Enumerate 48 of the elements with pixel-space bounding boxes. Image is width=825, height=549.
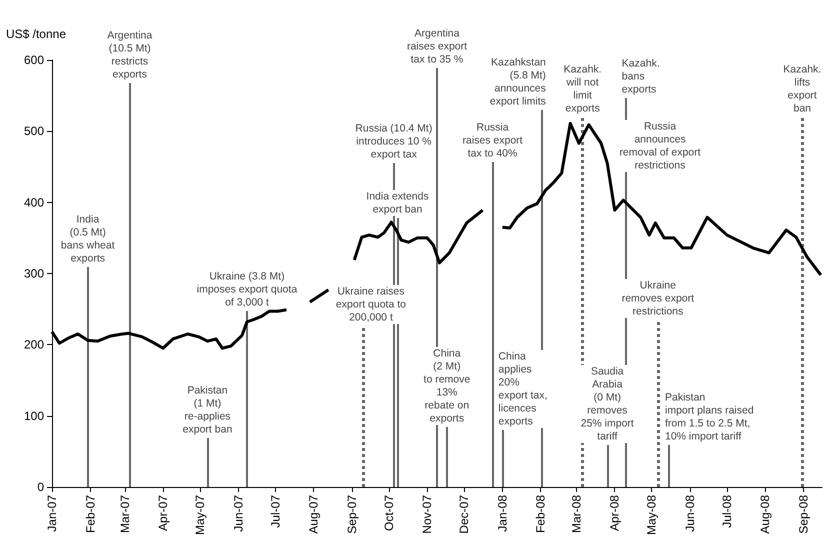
ref-line-label: Argentina raises export tax to 35 %	[406, 28, 468, 66]
ref-line-label: Ukraine raises export quota to 200,000 t	[336, 286, 406, 324]
x-tick-label: Nov-07	[420, 494, 434, 534]
ref-line-label: Russia raises export tax to 40%	[462, 122, 523, 160]
x-tick-label: Feb-07	[83, 494, 98, 534]
x-tick-label: Feb-08	[534, 494, 548, 534]
ref-line-label: China applies 20% export tax, licences exports	[498, 350, 548, 428]
y-tick-label: 400	[24, 195, 44, 210]
x-tick-label: Jan-07	[45, 494, 59, 532]
x-tick-label: Apr-08	[608, 494, 622, 532]
ref-line-label: Kazahk. lifts export ban	[783, 64, 822, 114]
x-tick-label: Jan-08	[495, 494, 510, 532]
x-tick-label: Jul-08	[720, 494, 734, 528]
y-tick-label: 100	[24, 408, 44, 423]
x-tick-label: Sep-08	[796, 494, 810, 534]
ref-line-label: India extends export ban	[366, 190, 429, 216]
ref-line-label: India (0.5 Mt) bans wheat exports	[60, 214, 115, 264]
y-tick-label: 500	[24, 124, 44, 138]
x-tick-label: Oct-07	[382, 494, 396, 532]
ref-line-label: Argentina (10.5 Mt) restricts exports	[107, 30, 152, 80]
annotation: Russia announces removal of export restrictions	[619, 120, 701, 172]
ref-line-label: Saudia Arabia (0 Mt) removes 25% import tariff	[580, 366, 634, 442]
x-tick-label: May-07	[193, 494, 208, 536]
ref-line-label: Kazahk. bans exports	[622, 58, 660, 96]
ref-line-label: Pakistan import plans raised from 1.5 to 2.5 Mt, 10% import tariff	[664, 392, 754, 442]
x-tick-label: Sep-07	[344, 494, 359, 534]
y-tick-label: 300	[24, 266, 44, 280]
ref-line-label: Kazahkstan (5.8 Mt) announces export limits	[490, 56, 546, 108]
x-tick-label: May-08	[644, 494, 659, 536]
x-tick-label: Mar-07	[118, 494, 132, 534]
ref-line-label: Ukraine removes export restrictions	[622, 280, 694, 318]
y-tick-label: 600	[24, 53, 44, 67]
x-tick-label: Jul-07	[268, 494, 282, 528]
x-tick-label: Mar-08	[569, 494, 584, 534]
x-tick-label: Aug-07	[306, 494, 321, 534]
y-tick-label: 0	[37, 480, 44, 494]
ref-line-label: Ukraine (3.8 Mt) imposes export quota of 3,000 t	[196, 270, 298, 308]
ref-line-label: China (2 Mt) to remove 13% rebate on exports	[424, 348, 470, 424]
ref-line-label: Russia (10.4 Mt) introduces 10 % export tax	[355, 122, 432, 160]
x-tick-label: Apr-07	[156, 494, 170, 532]
ref-line-label: Pakistan (1 Mt) re-applies export ban	[182, 384, 232, 436]
x-tick-label: Dec-07	[457, 494, 472, 534]
x-tick-label: Jun-08	[682, 494, 697, 532]
x-tick-label: Jun-07	[231, 494, 246, 532]
y-tick-label: 200	[24, 338, 44, 352]
y-axis-title: US$ /tonne	[6, 27, 66, 41]
ref-line-label: Kazahk. will not limit exports	[564, 64, 602, 114]
x-tick-label: Aug-08	[758, 494, 772, 534]
